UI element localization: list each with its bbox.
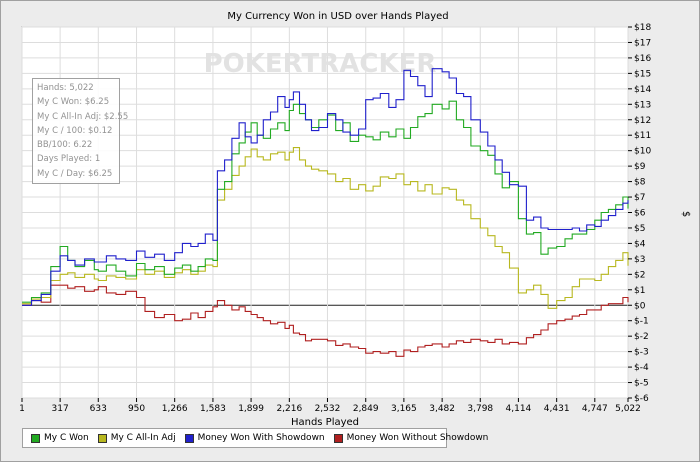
stat-all-in-adj: My C All-In Adj: $2.55 [37, 111, 129, 122]
y-tick-label: $18 [634, 23, 651, 33]
series-line-my-c-all-in-adj [22, 147, 629, 309]
y-tick-label: $9 [634, 162, 646, 172]
pokertracker-watermark: POKERTRACKER [204, 49, 437, 79]
stat-per-day: My C / Day: $6.25 [37, 168, 113, 179]
series-line-money-won-with-showdown [22, 68, 629, 306]
x-tick-label: 950 [128, 404, 145, 414]
x-tick-label: 2,216 [276, 404, 302, 414]
y-tick-label: $-1 [634, 317, 649, 327]
series-line-money-won-without-showdown [22, 284, 629, 357]
y-tick-label: $15 [634, 69, 651, 79]
x-tick-label: 317 [52, 404, 69, 414]
legend-swatch [97, 433, 107, 443]
x-tick-label: 2,849 [353, 404, 379, 414]
x-tick-label: 4,114 [506, 404, 532, 414]
x-tick-label: 4,747 [582, 404, 608, 414]
legend-item-all-in-adj[interactable]: My C All-In Adj [97, 433, 176, 443]
y-tick-label: $14 [634, 85, 651, 95]
y-tick-label: $12 [634, 116, 651, 126]
legend: My C Won My C All-In Adj Money Won With … [22, 428, 488, 448]
y-tick-label: $2 [634, 270, 645, 280]
x-tick-label: 3,798 [467, 404, 493, 414]
x-tick-label: 3,165 [391, 404, 417, 414]
y-axis-label: $ [680, 211, 691, 217]
x-tick-label: 633 [90, 404, 107, 414]
y-tick-label: $3 [634, 255, 645, 265]
stat-per-100: My C / 100: $0.12 [37, 125, 113, 136]
x-tick-label: 2,532 [315, 404, 341, 414]
legend-item-without-showdown[interactable]: Money Won Without Showdown [333, 433, 489, 443]
legend-label: Money Won With Showdown [197, 433, 325, 443]
y-tick-label: $10 [634, 147, 651, 157]
x-axis-label: Hands Played [291, 417, 359, 428]
y-tick-label: $6 [634, 209, 646, 219]
series-lines [22, 68, 629, 357]
stat-bb-100: BB/100: 6.22 [37, 140, 93, 151]
y-tick-label: $-2 [634, 332, 649, 342]
y-tick-label: $8 [634, 178, 646, 188]
legend-swatch [333, 433, 343, 443]
legend-swatch [184, 433, 194, 443]
stat-hands: Hands: 5,022 [37, 83, 94, 93]
y-tick-label: $17 [634, 38, 651, 48]
x-tick-label: 1,266 [162, 404, 188, 414]
y-axis-ticks: $18 $17 $16 $15 $14 $13 $12 $11 $10 $9 $8 $7 $6 $5 $4 $… [628, 23, 651, 404]
y-tick-label: $-5 [634, 379, 649, 389]
chart-title: My Currency Won in USD over Hands Played [227, 11, 448, 22]
legend-item-my-c-won[interactable]: My C Won [31, 433, 89, 443]
x-tick-label: 1 [19, 404, 25, 414]
legend-swatch [31, 433, 40, 443]
x-axis-ticks: 1 317 633 950 1,266 1,583 1,899 2,216 2,532 2,849… [19, 398, 641, 414]
x-tick-label: 1,899 [238, 404, 264, 414]
stat-my-c-won: My C Won: $6.25 [37, 97, 110, 108]
y-tick-label: $-4 [634, 363, 649, 373]
legend-item-with-showdown[interactable]: Money Won With Showdown [184, 433, 325, 443]
y-tick-label: $5 [634, 224, 645, 234]
grid [21, 26, 629, 399]
x-tick-label: 3,482 [429, 404, 455, 414]
y-tick-label: $7 [634, 193, 645, 203]
y-tick-label: $-6 [634, 394, 649, 404]
y-tick-label: $0 [634, 301, 646, 311]
y-tick-label: $4 [634, 239, 646, 249]
stats-box: Hands: 5,022 My C Won: $6.25 My C All-In… [32, 78, 129, 184]
y-tick-label: $13 [634, 100, 651, 110]
x-tick-label: 5,022 [615, 404, 641, 414]
x-tick-label: 4,431 [544, 404, 570, 414]
y-tick-label: $11 [634, 131, 651, 141]
legend-label: My C All-In Adj [110, 433, 176, 443]
legend-label: Money Won Without Showdown [346, 433, 489, 443]
legend-label: My C Won [44, 433, 89, 443]
y-tick-label: $16 [634, 54, 651, 64]
stat-days-played: Days Played: 1 [37, 154, 101, 165]
y-tick-label: $-3 [634, 348, 649, 358]
y-tick-label: $1 [634, 286, 645, 296]
x-tick-label: 1,583 [200, 404, 226, 414]
